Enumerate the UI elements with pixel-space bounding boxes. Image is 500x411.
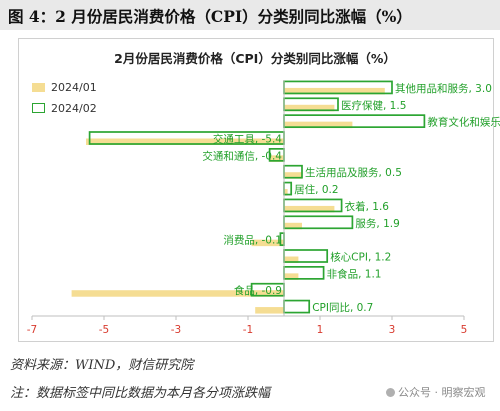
bar-2024-01 bbox=[284, 189, 288, 196]
legend-label-2024-01: 2024/01 bbox=[51, 80, 97, 94]
legend-item-2024-02: 2024/02 bbox=[32, 101, 97, 115]
data-label: 交通和通信, -0.4 bbox=[202, 149, 282, 162]
wechat-icon bbox=[386, 388, 395, 397]
bar-2024-01 bbox=[255, 307, 284, 314]
figure-header: 图 4：2 月份居民消费价格（CPI）分类别同比涨幅（%） bbox=[0, 0, 500, 30]
bar-2024-01 bbox=[269, 155, 284, 162]
legend-swatch-2024-02 bbox=[32, 103, 45, 113]
data-label: 非食品, 1.1 bbox=[327, 267, 382, 280]
x-tick-label: -1 bbox=[243, 324, 253, 336]
figure-title: 图 4：2 月份居民消费价格（CPI）分类别同比涨幅（%） bbox=[8, 7, 412, 26]
x-tick-label: 1 bbox=[317, 324, 324, 336]
data-label: 生活用品及服务, 0.5 bbox=[305, 166, 402, 179]
watermark-text: 公众号 · 明察宏观 bbox=[398, 386, 486, 399]
legend-item-2024-01: 2024/01 bbox=[32, 80, 97, 94]
bar-2024-01 bbox=[284, 104, 335, 112]
data-label: CPI同比, 0.7 bbox=[312, 301, 373, 314]
data-label: 衣着, 1.6 bbox=[345, 200, 390, 213]
legend-label-2024-02: 2024/02 bbox=[51, 101, 97, 115]
chart-legend: 2024/01 2024/02 bbox=[32, 80, 97, 122]
source-note: 资料来源：WIND，财信研究院 bbox=[10, 358, 194, 373]
legend-swatch-2024-01 bbox=[32, 82, 45, 92]
data-label: 医疗保健, 1.5 bbox=[341, 99, 406, 112]
x-tick-label: -5 bbox=[99, 324, 109, 336]
x-tick-label: -3 bbox=[171, 324, 181, 336]
data-label: 居住, 0.2 bbox=[294, 183, 338, 196]
bar-2024-01 bbox=[284, 205, 335, 213]
x-tick-label: -7 bbox=[27, 324, 37, 336]
data-label: 消费品, -0.1 bbox=[223, 234, 282, 247]
bar-2024-01 bbox=[284, 256, 299, 263]
bar-2024-01 bbox=[284, 172, 302, 179]
bar-2024-01 bbox=[284, 273, 299, 280]
data-label: 交通工具, -5.4 bbox=[213, 133, 282, 146]
data-label: 教育文化和娱乐, 3.9 bbox=[427, 116, 500, 129]
watermark: 公众号 · 明察宏观 bbox=[386, 384, 486, 400]
bar-2024-01 bbox=[284, 222, 302, 230]
data-label: 食品, -0.9 bbox=[234, 284, 282, 297]
bar-2024-01 bbox=[284, 121, 353, 129]
data-label: 核心CPI, 1.2 bbox=[330, 251, 391, 264]
bar-2024-02 bbox=[283, 299, 311, 314]
data-label: 服务, 1.9 bbox=[355, 217, 399, 230]
x-tick-label: 5 bbox=[461, 324, 468, 336]
footnote: 注：数据标签中同比数据为本月各分项涨跌幅 bbox=[10, 386, 271, 401]
x-tick-label: 3 bbox=[389, 324, 396, 336]
chart-title: 2月份居民消费价格（CPI）分类别同比涨幅（%） bbox=[114, 51, 396, 66]
bar-2024-01 bbox=[251, 239, 284, 247]
bar-2024-01 bbox=[86, 138, 284, 145]
bar-2024-01 bbox=[71, 290, 284, 297]
data-label: 其他用品和服务, 3.0 bbox=[395, 82, 492, 95]
bar-2024-01 bbox=[284, 87, 385, 95]
